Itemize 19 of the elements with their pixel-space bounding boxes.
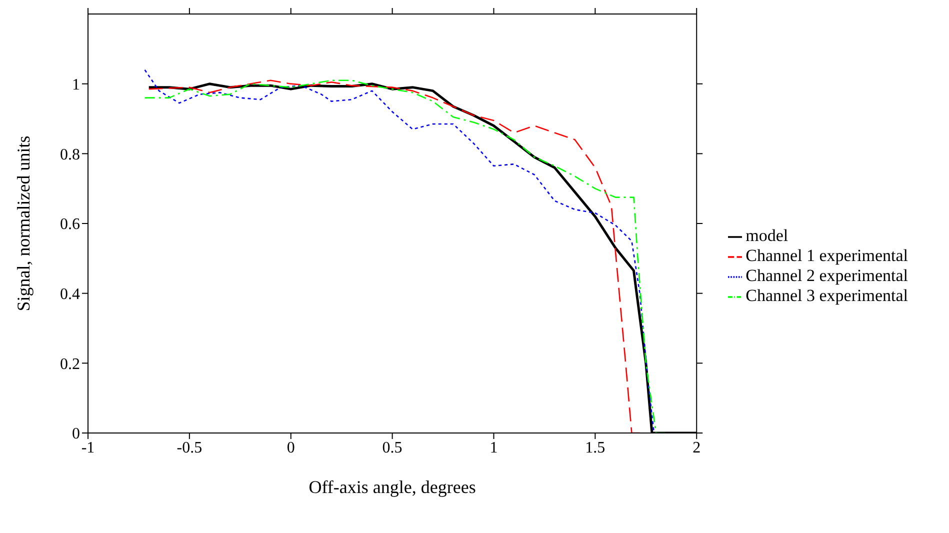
x-tick-label: -0.5 (176, 439, 202, 456)
y-tick-label: 0.2 (60, 356, 80, 373)
legend-label: model (746, 226, 788, 244)
y-tick-label: 0 (72, 426, 80, 443)
x-tick-label: 1 (490, 439, 498, 456)
x-tick-label: 0 (286, 439, 295, 456)
legend-label: Channel 1 experimental (746, 246, 908, 264)
x-tick-label: -1 (81, 439, 95, 456)
x-tick-label: 1.5 (585, 439, 606, 456)
x-axis-title: Off-axis angle, degrees (308, 477, 476, 497)
x-tick-label: 2 (692, 439, 701, 456)
y-tick-label: 0.4 (60, 286, 80, 304)
y-tick-label: 0.6 (60, 216, 80, 234)
x-tick-label: 0.5 (382, 439, 402, 456)
legend-label: Channel 3 experimental (746, 286, 908, 304)
y-tick-label: 0.8 (60, 146, 80, 164)
y-axis-title: Signal, normalized units (13, 136, 34, 312)
legend-label: Channel 2 experimental (746, 266, 908, 284)
y-tick-label: 1 (72, 76, 80, 94)
